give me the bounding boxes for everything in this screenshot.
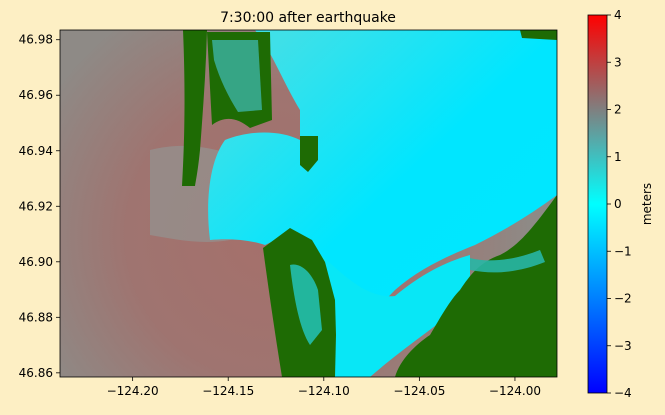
northeast-land [520, 30, 557, 40]
y-axis: 46.86 46.88 46.90 46.92 46.94 46.96 46.98 [19, 33, 60, 380]
y-tick-label: 46.98 [19, 33, 53, 47]
north-cape [300, 136, 318, 172]
colorbar-tick-label: −1 [614, 244, 632, 258]
y-tick-label: 46.86 [19, 366, 53, 380]
colorbar-axis: 4 3 2 1 0 −1 −2 −3 −4 [607, 8, 632, 400]
east-land [395, 195, 557, 377]
north-peninsula [182, 30, 207, 186]
x-tick-label: −124.00 [489, 384, 541, 398]
colorbar-tick-label: 1 [614, 150, 622, 164]
colorbar-tick-label: −2 [614, 292, 632, 306]
south-peninsula-water [290, 264, 322, 345]
plot-frame [59, 29, 558, 378]
colorbar-tick-label: −4 [614, 386, 632, 400]
colorbar-tick-label: 3 [614, 55, 622, 69]
bay-water [208, 30, 557, 350]
y-tick-label: 46.90 [19, 255, 53, 269]
x-tick-label: −124.20 [107, 384, 159, 398]
colorbar-tick-label: 4 [614, 8, 622, 22]
colorbar [587, 14, 608, 394]
x-tick-label: −124.10 [298, 384, 350, 398]
colorbar-tick-label: −3 [614, 339, 632, 353]
north-spit-water [212, 40, 262, 112]
chart-title: 7:30:00 after earthquake [220, 10, 396, 26]
bay-water-south [300, 236, 470, 377]
colorbar-label: meters [640, 183, 654, 225]
y-tick-label: 46.94 [19, 144, 53, 158]
y-tick-label: 46.96 [19, 88, 53, 102]
colorbar-tick-label: 2 [614, 103, 622, 117]
x-axis: −124.20 −124.15 −124.10 −124.05 −124.00 [107, 377, 541, 398]
x-tick-label: −124.05 [393, 384, 445, 398]
east-channel [470, 250, 545, 273]
y-tick-label: 46.92 [19, 199, 53, 213]
colorbar-tick-label: 0 [614, 197, 622, 211]
x-tick-label: −124.15 [202, 384, 254, 398]
heatmap-image [60, 30, 557, 377]
y-tick-label: 46.88 [19, 310, 53, 324]
